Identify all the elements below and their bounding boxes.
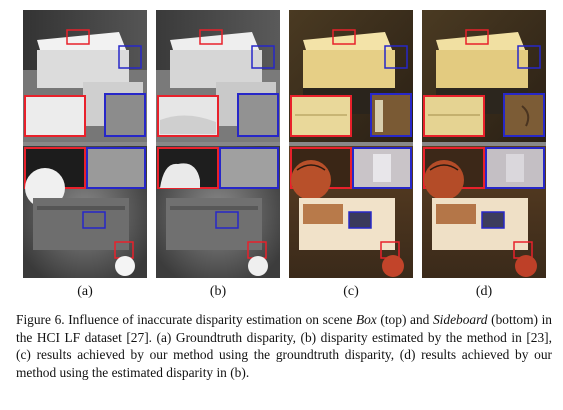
- caption-scene-box: Box: [356, 312, 377, 327]
- panel-label-c: (c): [289, 284, 413, 300]
- panel-label-a: (a): [23, 284, 147, 300]
- panel-a-groundtruth-disparity: [23, 10, 147, 278]
- caption-prefix: Figure 6. Influence of inaccurate dispar…: [16, 312, 356, 327]
- panel-c-result-groundtruth: [289, 10, 413, 278]
- panel-b-estimated-disparity: [156, 10, 280, 278]
- panel-label-b: (b): [156, 284, 280, 300]
- panel-d-result-estimated: [422, 10, 546, 278]
- caption-mid: (top) and: [377, 312, 433, 327]
- figure-caption: Figure 6. Influence of inaccurate dispar…: [16, 311, 552, 381]
- caption-scene-sideboard: Sideboard: [433, 312, 488, 327]
- panel-label-d: (d): [422, 284, 546, 300]
